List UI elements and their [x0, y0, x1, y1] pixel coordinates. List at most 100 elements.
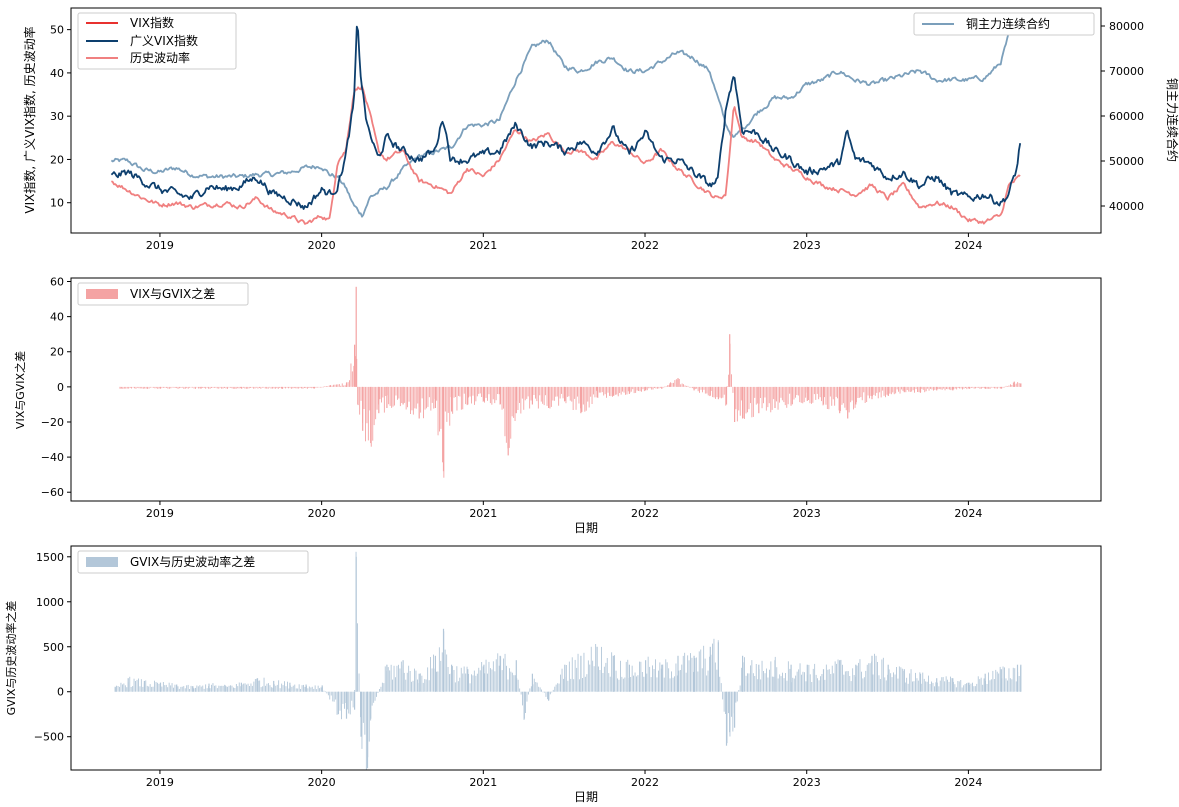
bar — [250, 386, 252, 388]
bar — [877, 662, 878, 692]
y-tick-label: 20 — [50, 153, 64, 166]
bar — [549, 691, 551, 695]
bar — [410, 386, 411, 414]
bar — [136, 386, 138, 388]
bar — [736, 386, 738, 422]
y-tick-label: 50 — [50, 24, 64, 37]
bar — [588, 386, 590, 408]
bar — [135, 681, 136, 692]
bar — [302, 386, 304, 389]
bar — [988, 672, 989, 692]
bar — [301, 386, 302, 389]
bar — [177, 386, 179, 389]
bar — [168, 386, 170, 389]
series-copper-line — [110, 20, 1021, 218]
bar — [976, 386, 978, 388]
bar — [400, 661, 402, 692]
bar — [687, 655, 689, 692]
bar — [167, 687, 169, 692]
top-line-chart: 2019 2020 2021 2022 2023 2024 10 20 30 40 50 4000… — [22, 7, 1179, 252]
bar — [571, 657, 573, 692]
bar — [945, 676, 947, 692]
bar — [482, 666, 484, 692]
bar — [390, 664, 392, 692]
bar — [305, 386, 307, 389]
bar — [858, 386, 860, 398]
bar-peak — [564, 664, 566, 692]
bar — [664, 386, 666, 388]
bar — [124, 685, 126, 692]
bar — [569, 386, 571, 401]
bar — [863, 677, 865, 692]
bar — [184, 688, 186, 692]
bar — [527, 386, 529, 397]
bar-peak — [758, 664, 760, 692]
bar — [269, 386, 270, 388]
bar — [505, 386, 507, 443]
bar — [612, 386, 613, 397]
bar — [747, 673, 748, 692]
bar — [216, 386, 218, 389]
bar — [725, 691, 726, 714]
bar — [1004, 667, 1005, 692]
bar — [1012, 382, 1014, 387]
bar — [776, 386, 777, 402]
bar-peak — [742, 655, 744, 692]
bar — [277, 386, 279, 389]
bar — [657, 386, 658, 389]
bar — [256, 386, 257, 388]
bar — [956, 386, 958, 390]
bar — [331, 385, 333, 387]
bar — [610, 386, 612, 397]
bar-peak — [483, 664, 485, 692]
bar-peak — [580, 386, 582, 414]
bar — [929, 684, 931, 692]
bar — [919, 672, 921, 692]
bar-peak — [499, 655, 501, 692]
bar — [288, 688, 290, 692]
bar — [414, 386, 416, 409]
bar — [911, 386, 913, 392]
bar — [940, 386, 942, 390]
bar — [377, 691, 379, 693]
bar — [363, 386, 365, 409]
bar-peak — [855, 664, 857, 692]
bar — [934, 386, 936, 390]
bar — [859, 659, 861, 692]
bar — [270, 386, 272, 389]
bar — [343, 385, 345, 387]
bar — [781, 386, 783, 401]
bar — [537, 386, 539, 409]
bar — [970, 683, 972, 692]
bar — [538, 686, 540, 692]
x-tick-label: 2024 — [954, 239, 982, 252]
bar — [831, 665, 833, 692]
bar — [301, 685, 303, 692]
bar — [621, 676, 623, 692]
bar — [938, 686, 940, 692]
bar — [339, 691, 341, 711]
bar-peak — [580, 655, 582, 692]
bar — [192, 386, 193, 388]
bar — [351, 371, 353, 387]
bar — [148, 386, 150, 389]
bar-peak — [822, 386, 825, 405]
bar — [599, 670, 601, 692]
bar — [484, 673, 486, 692]
bar — [436, 386, 438, 401]
bar — [117, 686, 119, 692]
bar — [566, 386, 568, 397]
y-right-tick-label: 80000 — [1109, 20, 1144, 33]
bar — [417, 679, 418, 692]
bar — [747, 386, 748, 413]
bar — [398, 386, 400, 399]
bar-peak — [523, 691, 525, 719]
bar — [694, 386, 696, 390]
bar — [831, 386, 833, 406]
bar — [351, 691, 353, 701]
bar — [665, 386, 667, 387]
bar — [868, 663, 870, 692]
bar — [441, 652, 443, 692]
bar-peak — [774, 386, 776, 408]
bar — [671, 382, 673, 387]
